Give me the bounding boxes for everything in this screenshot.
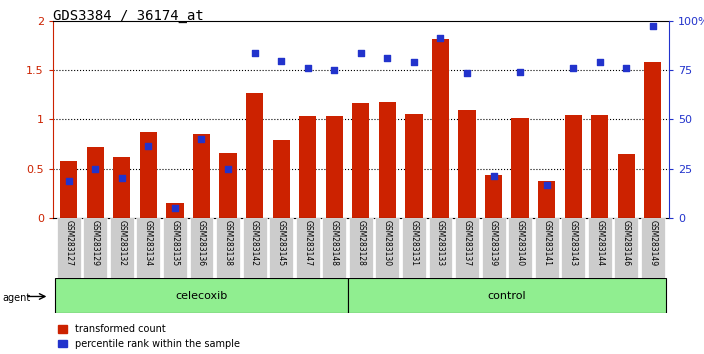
Point bbox=[89, 166, 101, 171]
Bar bbox=[326, 115, 343, 218]
Bar bbox=[296, 218, 320, 278]
Bar bbox=[402, 218, 426, 278]
Text: GSM283146: GSM283146 bbox=[622, 219, 631, 266]
Bar bbox=[113, 157, 130, 218]
Text: GSM283132: GSM283132 bbox=[118, 219, 126, 266]
Bar bbox=[216, 218, 240, 278]
Text: GSM283131: GSM283131 bbox=[410, 219, 418, 266]
Bar bbox=[565, 115, 582, 218]
Point bbox=[222, 166, 234, 171]
Point bbox=[621, 65, 632, 71]
Point bbox=[196, 136, 207, 142]
Bar bbox=[163, 218, 187, 278]
Bar bbox=[166, 203, 184, 218]
Text: GSM283137: GSM283137 bbox=[463, 219, 472, 266]
Bar bbox=[429, 218, 453, 278]
Bar bbox=[140, 132, 157, 218]
Bar bbox=[322, 218, 346, 278]
Bar bbox=[56, 278, 348, 313]
Point bbox=[275, 58, 287, 63]
Point bbox=[302, 65, 313, 71]
Bar bbox=[375, 218, 399, 278]
Point bbox=[461, 70, 472, 76]
Bar bbox=[617, 154, 635, 218]
Point bbox=[515, 69, 526, 75]
Bar bbox=[561, 218, 585, 278]
Point bbox=[567, 65, 579, 71]
Point bbox=[382, 55, 393, 61]
Bar bbox=[269, 218, 293, 278]
Bar bbox=[349, 218, 372, 278]
Point bbox=[249, 50, 260, 56]
Bar bbox=[243, 218, 267, 278]
Bar bbox=[193, 134, 210, 218]
Point bbox=[647, 23, 658, 29]
Bar bbox=[538, 181, 555, 218]
Bar bbox=[641, 218, 665, 278]
Text: GSM283133: GSM283133 bbox=[436, 219, 445, 266]
Text: GSM283148: GSM283148 bbox=[329, 219, 339, 266]
Text: GSM283134: GSM283134 bbox=[144, 219, 153, 266]
Point bbox=[355, 50, 366, 56]
Bar bbox=[137, 218, 161, 278]
Text: GSM283128: GSM283128 bbox=[356, 219, 365, 266]
Point bbox=[408, 60, 420, 65]
Text: GSM283138: GSM283138 bbox=[224, 219, 232, 266]
Text: GSM283139: GSM283139 bbox=[489, 219, 498, 266]
Bar bbox=[644, 63, 662, 218]
Bar bbox=[588, 218, 612, 278]
Text: GSM283141: GSM283141 bbox=[542, 219, 551, 266]
Bar bbox=[485, 176, 502, 218]
Bar bbox=[455, 218, 479, 278]
Text: agent: agent bbox=[2, 293, 30, 303]
Bar bbox=[110, 218, 134, 278]
Text: GSM283142: GSM283142 bbox=[250, 219, 259, 266]
Bar bbox=[348, 278, 666, 313]
Text: GSM283145: GSM283145 bbox=[277, 219, 286, 266]
Bar bbox=[406, 114, 422, 218]
Text: GSM283129: GSM283129 bbox=[91, 219, 100, 266]
Point bbox=[63, 178, 75, 184]
Bar bbox=[512, 118, 529, 218]
Text: control: control bbox=[488, 291, 526, 301]
Point bbox=[541, 182, 553, 188]
Point bbox=[594, 60, 605, 65]
Text: GSM283144: GSM283144 bbox=[596, 219, 604, 266]
Point bbox=[116, 176, 127, 181]
Bar bbox=[246, 93, 263, 218]
Legend: transformed count, percentile rank within the sample: transformed count, percentile rank withi… bbox=[58, 324, 240, 349]
Bar bbox=[508, 218, 532, 278]
Text: GSM283136: GSM283136 bbox=[197, 219, 206, 266]
Text: GSM283130: GSM283130 bbox=[383, 219, 392, 266]
Bar bbox=[272, 140, 290, 218]
Text: GSM283149: GSM283149 bbox=[648, 219, 658, 266]
Point bbox=[169, 205, 180, 211]
Text: celecoxib: celecoxib bbox=[175, 291, 227, 301]
Bar bbox=[535, 218, 558, 278]
Point bbox=[488, 173, 499, 179]
Bar bbox=[458, 110, 476, 218]
Bar bbox=[299, 115, 316, 218]
Text: GSM283147: GSM283147 bbox=[303, 219, 312, 266]
Bar bbox=[60, 161, 77, 218]
Text: GSM283135: GSM283135 bbox=[170, 219, 180, 266]
Bar bbox=[352, 103, 370, 218]
Bar bbox=[379, 102, 396, 218]
Point bbox=[435, 35, 446, 41]
Bar bbox=[482, 218, 505, 278]
Text: GSM283143: GSM283143 bbox=[569, 219, 578, 266]
Bar bbox=[83, 218, 107, 278]
Bar bbox=[591, 115, 608, 218]
Text: GDS3384 / 36174_at: GDS3384 / 36174_at bbox=[53, 9, 203, 23]
Bar bbox=[432, 39, 449, 218]
Bar bbox=[220, 153, 237, 218]
Bar bbox=[615, 218, 639, 278]
Point bbox=[329, 68, 340, 73]
Point bbox=[143, 143, 154, 149]
Text: GSM283140: GSM283140 bbox=[515, 219, 524, 266]
Text: GSM283127: GSM283127 bbox=[64, 219, 73, 266]
Bar bbox=[57, 218, 81, 278]
Bar bbox=[87, 147, 104, 218]
Bar bbox=[189, 218, 213, 278]
